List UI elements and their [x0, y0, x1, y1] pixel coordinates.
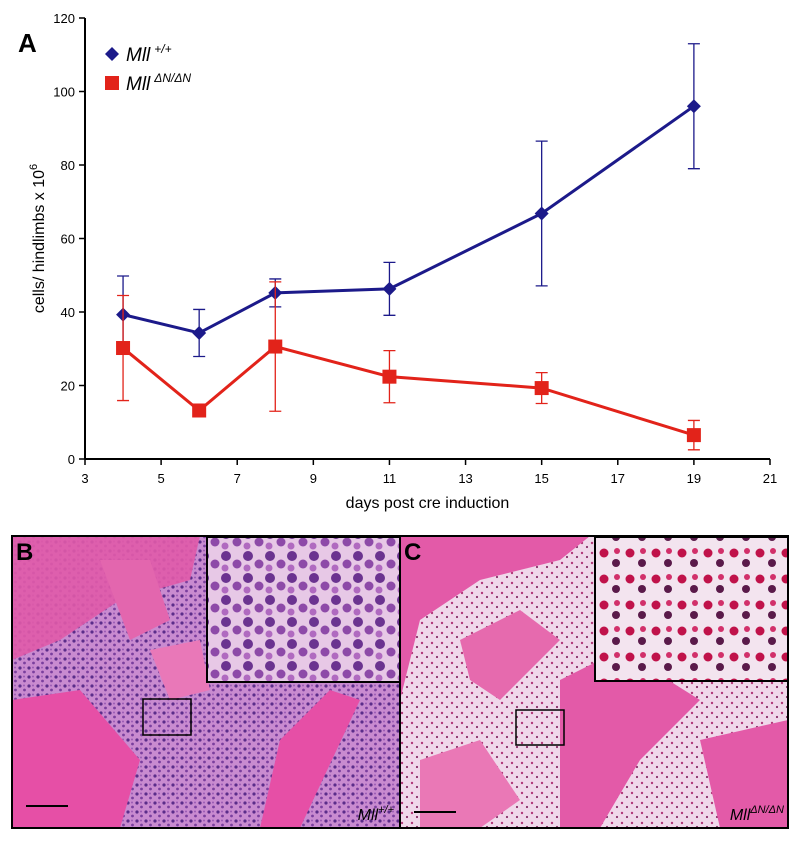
legend-entry: Mll +/+ — [126, 42, 172, 66]
y-tick-label: 20 — [61, 379, 75, 394]
x-tick-label: 21 — [763, 471, 777, 486]
x-tick-label: 17 — [611, 471, 625, 486]
y-tick-label: 100 — [53, 85, 75, 100]
panel-label: C — [404, 539, 421, 566]
caption-superscript: +/+ — [378, 804, 394, 816]
y-tick-label: 0 — [68, 452, 75, 467]
panel-label: B — [16, 539, 33, 566]
panel-caption: Mll+/+ — [358, 804, 395, 824]
x-tick-label: 19 — [687, 471, 701, 486]
caption: Mll — [358, 807, 379, 824]
x-tick-label: 13 — [458, 471, 472, 486]
x-tick-label: 9 — [310, 471, 317, 486]
caption-superscript: ΔN/ΔN — [749, 804, 784, 816]
x-tick-label: 11 — [383, 471, 397, 486]
y-tick-label: 80 — [61, 158, 75, 173]
y-axis-label-text: cells/ hindlimbs x 10 — [31, 170, 48, 313]
legend-marker — [105, 76, 119, 90]
series-line — [122, 104, 695, 335]
legend-marker — [105, 47, 119, 61]
x-tick-label: 7 — [234, 471, 241, 486]
y-tick-label: 40 — [61, 305, 75, 320]
legend-entry: Mll ΔN/ΔN — [126, 71, 191, 95]
diamond-marker — [686, 99, 701, 114]
legend-name: Mll — [126, 74, 151, 95]
legend-superscript: ΔN/ΔN — [153, 71, 191, 85]
series-line — [122, 344, 695, 437]
legend-superscript: +/+ — [154, 42, 171, 56]
square-marker — [686, 428, 701, 443]
x-tick-label: 5 — [157, 471, 164, 486]
histology-panel-c: C MllΔN/ΔN — [399, 535, 789, 829]
y-axis-label-superscript: 6 — [28, 164, 40, 170]
y-tick-label: 120 — [53, 11, 75, 26]
panel-label: A — [18, 28, 37, 58]
diamond-marker — [192, 325, 207, 340]
legend-name: Mll — [126, 45, 151, 66]
square-marker — [382, 369, 397, 384]
diamond-marker — [534, 206, 549, 221]
x-axis-label: days post cre induction — [346, 495, 510, 512]
square-marker — [534, 381, 549, 396]
line-chart: A 0 20 40 60 80 100 120 3 5 7 9 11 13 15 17 19 21 days pos… — [18, 11, 777, 512]
diamond-marker — [382, 281, 397, 296]
x-tick-label: 15 — [534, 471, 548, 486]
histology-panel-b: B Mll+/+ — [11, 535, 401, 829]
caption: Mll — [730, 807, 751, 824]
y-tick-label: 60 — [61, 232, 75, 247]
y-axis-label: cells/ hindlimbs x 106 — [28, 164, 48, 313]
x-tick-label: 3 — [81, 471, 88, 486]
panel-caption: MllΔN/ΔN — [730, 804, 784, 824]
square-marker — [268, 339, 283, 354]
square-marker — [116, 341, 131, 356]
square-marker — [192, 403, 207, 418]
